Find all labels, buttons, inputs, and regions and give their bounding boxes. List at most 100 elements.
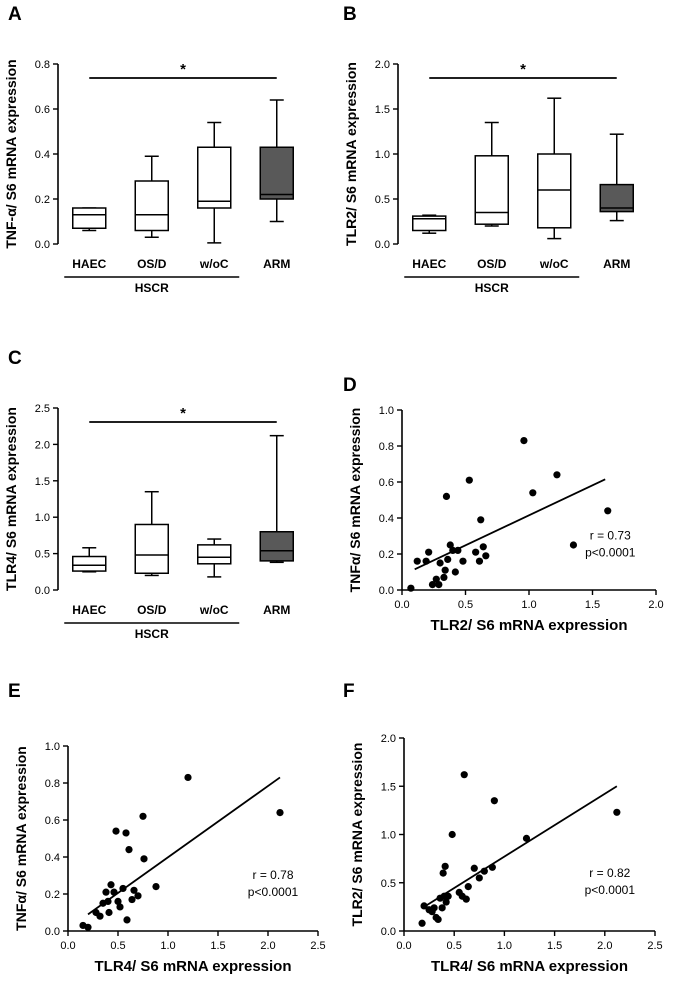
significance-star: *	[520, 61, 526, 78]
y-tick-label: 1.5	[381, 781, 396, 793]
data-point	[460, 771, 468, 779]
data-point	[438, 904, 446, 912]
box-haec	[72, 555, 107, 572]
y-tick-label: 0.6	[35, 104, 50, 116]
data-point	[522, 834, 531, 842]
y-tick-label: 1.5	[35, 476, 50, 488]
y-tick-label: 0.4	[379, 513, 394, 525]
y-tick-label: 0.2	[35, 194, 50, 206]
y-tick-label: 2.5	[35, 403, 50, 415]
data-point	[436, 559, 444, 567]
y-tick-label: 0.0	[379, 585, 394, 597]
data-point	[442, 898, 450, 906]
panel-label: D	[343, 375, 357, 396]
x-axis-label: TLR2/ S6 mRNA expression	[431, 617, 628, 634]
box-arm	[599, 183, 634, 213]
data-point	[462, 895, 470, 903]
y-tick-label: 0.8	[45, 778, 60, 790]
y-axis-label: TNF-α/ S6 mRNA expression	[3, 59, 19, 248]
category-label: ARM	[263, 257, 290, 271]
panel-label: E	[8, 681, 21, 702]
data-point	[407, 584, 415, 592]
data-point	[122, 829, 130, 837]
y-tick-label: 0.0	[381, 926, 396, 938]
x-tick-label: 0.0	[60, 940, 75, 952]
data-point	[444, 555, 452, 564]
category-label: HAEC	[72, 603, 106, 617]
y-tick-label: 0.0	[35, 585, 50, 597]
y-axis-label: TNFα/ S6 mRNA expression	[13, 746, 29, 931]
data-point	[439, 869, 447, 877]
category-label: ARM	[263, 603, 290, 617]
data-point	[276, 809, 284, 817]
box-woc	[197, 544, 232, 565]
category-label: w/oC	[539, 257, 569, 271]
panel-label: B	[343, 4, 357, 25]
data-point	[125, 846, 133, 854]
data-point	[529, 489, 537, 497]
y-tick-label: 0.5	[35, 549, 50, 561]
regression-line	[87, 776, 281, 916]
data-point	[459, 557, 467, 565]
category-label: OS/D	[137, 603, 167, 617]
data-point	[464, 883, 472, 891]
data-point	[444, 892, 452, 900]
hscr-group-label: HSCR	[135, 281, 169, 295]
regression-line	[414, 478, 606, 571]
box-osd	[474, 155, 509, 225]
y-tick-label: 2.0	[35, 439, 50, 451]
data-point	[520, 437, 528, 445]
box-arm	[259, 146, 294, 200]
data-point	[569, 541, 578, 549]
correlation-r: r = 0.78	[252, 868, 293, 882]
x-tick-label: 0.0	[394, 599, 409, 611]
y-tick-label: 1.0	[35, 512, 50, 524]
panel-d: D 0.0 0.2 0.4 0.6 0.8 1.0 TNFα/ S6 mRNA express…	[343, 375, 664, 634]
data-point	[441, 862, 449, 870]
y-tick-label: 0.0	[45, 926, 60, 938]
x-tick-label: 1.0	[160, 940, 175, 952]
data-point	[482, 552, 490, 560]
data-point	[102, 888, 110, 896]
y-tick-label: 0.6	[45, 815, 60, 827]
x-axis-label: TLR4/ S6 mRNA expression	[95, 958, 292, 975]
panel-label: A	[8, 4, 22, 25]
panel-e: E 0.0 0.2 0.4 0.6 0.8 1.0 TNFα/ S6 mRNA express…	[8, 681, 326, 975]
correlation-r: r = 0.73	[590, 529, 631, 543]
data-point	[139, 812, 147, 820]
data-point	[116, 903, 124, 911]
correlation-p: p<0.0001	[585, 883, 636, 897]
data-point	[107, 881, 115, 889]
box-haec	[412, 215, 447, 232]
panel-label: C	[8, 348, 22, 369]
regression-line	[423, 785, 618, 908]
data-point	[105, 908, 113, 917]
data-point	[472, 548, 480, 556]
panel-a: A 0.0 0.2 0.4 0.6 0.8 TNF-α/ S6 mRNA expressio…	[3, 4, 294, 295]
data-point	[84, 923, 92, 931]
hscr-group-label: HSCR	[135, 627, 169, 641]
panel-f: F 0.0 0.5 1.0 1.5 2.0 TLR2/ S6 mRNA expression…	[343, 681, 663, 975]
y-tick-label: 0.5	[375, 194, 390, 206]
box-osd	[134, 523, 169, 575]
data-point	[428, 581, 437, 589]
y-tick-label: 0.0	[375, 239, 390, 251]
x-axis-label: TLR4/ S6 mRNA expression	[431, 958, 628, 975]
correlation-p: p<0.0001	[248, 885, 299, 899]
data-point	[432, 575, 440, 583]
x-tick-label: 2.5	[647, 940, 662, 952]
x-tick-label: 0.0	[396, 940, 411, 952]
y-axis-label: TLR2/ S6 mRNA expression	[349, 743, 365, 927]
data-point	[441, 566, 449, 574]
data-point	[96, 912, 104, 920]
data-point	[440, 573, 448, 582]
y-tick-label: 0.4	[45, 852, 60, 864]
data-point	[451, 568, 459, 576]
box-haec	[72, 207, 107, 229]
data-point	[128, 895, 136, 904]
data-point	[112, 827, 120, 835]
data-point	[475, 874, 483, 882]
x-tick-label: 0.5	[458, 599, 473, 611]
data-point	[553, 471, 561, 479]
